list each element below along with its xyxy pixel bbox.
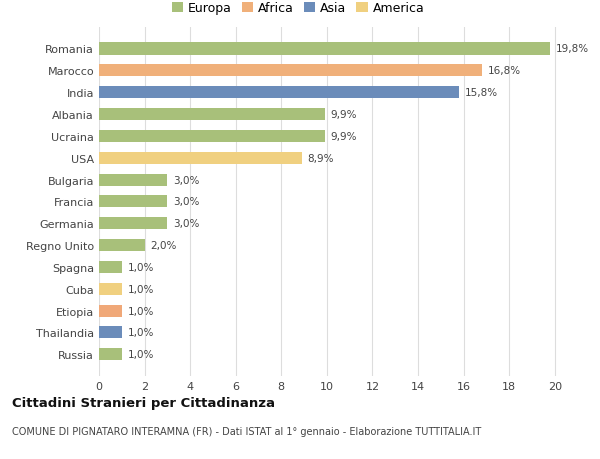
Legend: Europa, Africa, Asia, America: Europa, Africa, Asia, America [169,0,427,18]
Text: Cittadini Stranieri per Cittadinanza: Cittadini Stranieri per Cittadinanza [12,396,275,409]
Bar [99,109,325,121]
Text: 8,9%: 8,9% [308,153,334,163]
Text: 1,0%: 1,0% [127,263,154,272]
Bar [99,240,145,252]
Text: 2,0%: 2,0% [150,241,176,251]
Bar [99,174,167,186]
Bar [99,196,167,208]
Text: 16,8%: 16,8% [488,66,521,76]
Text: 9,9%: 9,9% [331,132,357,141]
Bar [99,218,167,230]
Bar [99,305,122,317]
Text: 3,0%: 3,0% [173,219,199,229]
Text: 1,0%: 1,0% [127,350,154,359]
Text: 3,0%: 3,0% [173,175,199,185]
Text: 9,9%: 9,9% [331,110,357,120]
Bar [99,44,550,56]
Text: COMUNE DI PIGNATARO INTERAMNA (FR) - Dati ISTAT al 1° gennaio - Elaborazione TUT: COMUNE DI PIGNATARO INTERAMNA (FR) - Dat… [12,426,481,436]
Bar [99,130,325,143]
Text: 1,0%: 1,0% [127,328,154,338]
Text: 1,0%: 1,0% [127,306,154,316]
Text: 1,0%: 1,0% [127,284,154,294]
Bar [99,261,122,274]
Text: 19,8%: 19,8% [556,45,589,54]
Bar [99,283,122,295]
Bar [99,65,482,77]
Bar [99,327,122,339]
Bar [99,348,122,360]
Text: 3,0%: 3,0% [173,197,199,207]
Bar [99,87,459,99]
Bar [99,152,302,164]
Text: 15,8%: 15,8% [465,88,498,98]
